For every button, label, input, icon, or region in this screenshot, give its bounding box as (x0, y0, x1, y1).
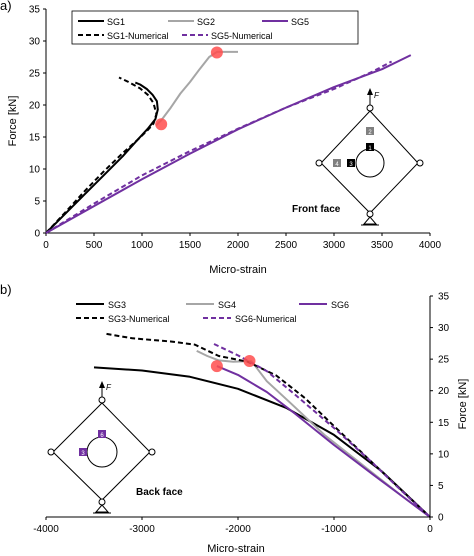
legend-a-sg5-num: SG5-Numerical (211, 31, 273, 41)
chart-b-legend: SG3 SG4 SG6 SG3-Numerical SG6-Numerical (76, 300, 349, 324)
gauge-6-b (98, 430, 106, 438)
chart-b-series-sg6 (216, 365, 431, 518)
chart-b-failure-marker (243, 355, 256, 368)
chart-a-failure-marker (210, 46, 223, 59)
chart-b-x-tick-label: 0 (427, 524, 433, 535)
load-arrowhead-b (99, 381, 105, 388)
chart-b-y-tick-label: 30 (438, 323, 450, 334)
legend-b-sg4: SG4 (218, 300, 236, 310)
load-arrowhead-a (367, 88, 373, 95)
load-label-a: F (374, 91, 380, 100)
chart-a-y-tick-label: 10 (29, 165, 41, 176)
chart-b-x-tick-label: -1000 (321, 524, 347, 535)
gauge-6-label: 6 (100, 433, 104, 439)
specimen-back-diagram: F 6 3 Back face (47, 381, 183, 514)
center-hole-b (86, 436, 118, 468)
load-label-b: F (106, 383, 112, 392)
chart-a-x-tick-label: 500 (86, 240, 103, 251)
gauge-3-b (79, 448, 87, 456)
hinge-top-a (366, 104, 374, 112)
hinge-right-a (416, 159, 424, 167)
chart-b-series-sg3-numerical (106, 332, 431, 518)
chart-b-y-tick-label: 5 (438, 481, 444, 492)
legend-b-sg3: SG3 (108, 300, 126, 310)
chart-a-x-tick-label: 4000 (419, 240, 442, 251)
chart-a-x-tick-label: 1000 (131, 240, 154, 251)
chart-a: Micro-strain Force [kN] 0 500 1000 1500 2000… (7, 5, 442, 277)
support-b (94, 504, 110, 513)
gauge-4-a (333, 159, 341, 167)
chart-b-x-tick-label: -2000 (225, 524, 251, 535)
panel-b-label: b) (0, 282, 12, 297)
hinge-top-b (98, 396, 106, 404)
back-face-label: Back face (136, 487, 183, 498)
gauge-1-label: 1 (368, 146, 372, 152)
hinge-left-b (47, 448, 55, 456)
legend-b-sg6-num: SG6-Numerical (235, 314, 297, 324)
gauge-3-b-label: 3 (81, 451, 85, 457)
gauge-2-a (366, 127, 374, 135)
hinge-bottom-a (366, 210, 374, 218)
chart-a-series-sg1 (45, 81, 159, 234)
legend-b-sg6: SG6 (331, 300, 349, 310)
legend-a-sg1: SG1 (107, 17, 125, 27)
support-a (362, 216, 378, 225)
chart-b-x-label: Micro-strain (207, 543, 264, 555)
chart-b-x-tick-label: -4000 (33, 524, 59, 535)
gauge-2-label: 2 (368, 130, 372, 136)
gauge-3-a (347, 159, 355, 167)
chart-b-y-tick-label: 0 (438, 513, 444, 524)
chart-a-y-tick-label: 15 (29, 133, 41, 144)
chart-a-y-tick-label: 25 (29, 69, 41, 80)
panel-a-label: a) (0, 0, 12, 13)
chart-a-x-tick-label: 0 (43, 240, 49, 251)
legend-a-sg2: SG2 (197, 17, 215, 27)
chart-a-y-tick-label: 5 (34, 197, 40, 208)
chart-a-y-tick-label: 0 (34, 229, 40, 240)
chart-b: Micro-strain Force [kN] -4000 -3000 -2000 -… (33, 292, 469, 556)
legend-b-sg3-num: SG3-Numerical (108, 314, 170, 324)
chart-a-x-tick-label: 3500 (371, 240, 394, 251)
gauge-3-label: 3 (349, 162, 353, 168)
chart-b-series-sg6-numerical (213, 343, 431, 518)
chart-a-failure-marker (155, 118, 168, 131)
chart-b-y-tick-label: 25 (438, 355, 450, 366)
chart-a-y-tick-label: 30 (29, 37, 41, 48)
chart-a-y-tick-label: 20 (29, 101, 41, 112)
legend-a-sg1-num: SG1-Numerical (107, 31, 169, 41)
chart-a-series-sg5-numerical (45, 60, 393, 234)
chart-a-series-sg2 (155, 50, 238, 127)
chart-b-y-label: Force [kN] (457, 379, 469, 430)
chart-a-x-tick-label: 1500 (179, 240, 202, 251)
chart-b-failure-marker (210, 360, 223, 373)
chart-a-x-tick-label: 2500 (275, 240, 298, 251)
chart-a-x-label: Micro-strain (209, 264, 266, 276)
hinge-bottom-b (98, 498, 106, 506)
chart-a-x-tick-label: 3000 (323, 240, 346, 251)
chart-b-y-tick-label: 35 (438, 292, 450, 303)
specimen-front-diagram: F 1 2 3 4 Front face (292, 88, 424, 226)
chart-a-x-tick-label: 2000 (227, 240, 250, 251)
chart-a-series-sg1-numerical (45, 76, 158, 234)
gauge-4-label: 4 (335, 162, 339, 168)
chart-b-y-tick-label: 20 (438, 386, 450, 397)
hinge-right-b (148, 448, 156, 456)
hinge-left-a (315, 159, 323, 167)
chart-b-y-tick-label: 15 (438, 418, 450, 429)
front-face-label: Front face (292, 204, 341, 215)
legend-a-sg5: SG5 (291, 17, 309, 27)
chart-a-y-tick-label: 35 (29, 5, 41, 16)
center-hole-a (355, 148, 385, 178)
chart-a-y-label: Force [kN] (7, 96, 19, 147)
chart-a-legend: SG1 SG2 SG5 SG1-Numerical SG5-Numerical (71, 10, 359, 45)
chart-b-y-tick-label: 10 (438, 449, 450, 460)
gauge-1-a (366, 143, 374, 151)
chart-b-x-tick-label: -3000 (129, 524, 155, 535)
